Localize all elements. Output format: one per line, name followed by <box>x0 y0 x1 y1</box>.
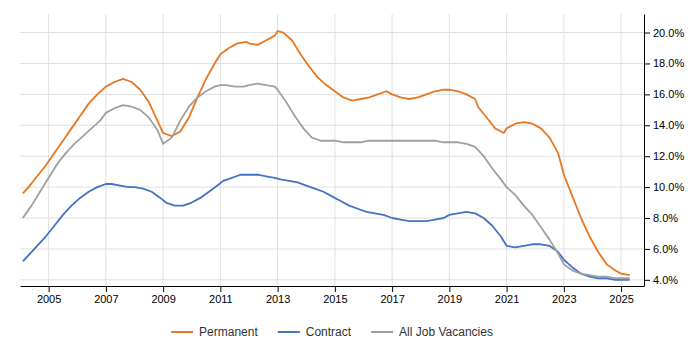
y-tick-mark <box>644 94 650 95</box>
chart-container: 2005 2007 2009 2011 2013 2015 2017 2019 2021 2023… <box>0 0 700 350</box>
y-tick-mark <box>644 33 650 34</box>
x-axis-line <box>21 286 645 287</box>
grid-line-y <box>20 63 644 64</box>
y-tick-label: 16.0% <box>653 88 684 100</box>
legend-swatch <box>371 331 393 333</box>
x-tick-label: 2019 <box>438 293 462 305</box>
x-tick: 2023 <box>552 286 576 305</box>
x-tick-label: 2023 <box>552 293 576 305</box>
legend-swatch <box>278 331 300 333</box>
x-tick-label: 2015 <box>323 293 347 305</box>
x-tick-label: 2025 <box>609 293 633 305</box>
legend-label: All Job Vacancies <box>399 325 493 339</box>
legend-label: Permanent <box>199 325 258 339</box>
grid-line-y <box>20 125 644 126</box>
x-tick: 2019 <box>438 286 462 305</box>
y-tick-label: 4.0% <box>653 274 678 286</box>
y-tick-label: 14.0% <box>653 119 684 131</box>
legend-item: Permanent <box>171 325 258 339</box>
x-tick: 2009 <box>151 286 175 305</box>
y-tick-label: 20.0% <box>653 27 684 39</box>
x-tick-label: 2007 <box>94 293 118 305</box>
y-axis-line <box>644 15 645 287</box>
x-tick-label: 2017 <box>380 293 404 305</box>
grid-line-x <box>334 14 335 286</box>
y-tick: 16.0% <box>644 88 684 100</box>
grid-line-y <box>20 94 644 95</box>
y-tick: 18.0% <box>644 57 684 69</box>
y-tick-label: 10.0% <box>653 181 684 193</box>
x-tick: 2013 <box>266 286 290 305</box>
y-tick: 4.0% <box>644 274 678 286</box>
x-tick-mark <box>220 286 221 292</box>
y-tick: 20.0% <box>644 27 684 39</box>
series-line <box>23 31 630 275</box>
grid-line-x <box>621 14 622 286</box>
x-tick: 2025 <box>609 286 633 305</box>
legend-swatch <box>171 331 193 333</box>
y-tick-mark <box>644 280 650 281</box>
grid-line-y <box>20 187 644 188</box>
x-tick-mark <box>507 286 508 292</box>
x-tick-label: 2009 <box>151 293 175 305</box>
x-tick-mark <box>335 286 336 292</box>
x-tick-label: 2013 <box>266 293 290 305</box>
grid-line-y <box>20 248 644 249</box>
y-tick-mark <box>644 63 650 64</box>
x-tick: 2015 <box>323 286 347 305</box>
grid-line-y <box>20 32 644 33</box>
y-tick-mark <box>644 125 650 126</box>
x-tick-mark <box>278 286 279 292</box>
y-tick-label: 8.0% <box>653 212 678 224</box>
grid-line-y <box>20 156 644 157</box>
grid-line-x <box>392 14 393 286</box>
x-tick-mark <box>564 286 565 292</box>
x-tick: 2007 <box>94 286 118 305</box>
y-tick-label: 6.0% <box>653 243 678 255</box>
grid-line-y <box>20 218 644 219</box>
x-tick: 2017 <box>380 286 404 305</box>
x-axis: 2005 2007 2009 2011 2013 2015 2017 2019 2021 2023… <box>21 286 645 305</box>
x-tick: 2021 <box>495 286 519 305</box>
x-tick-mark <box>392 286 393 292</box>
grid-line-x <box>563 14 564 286</box>
x-tick-label: 2021 <box>495 293 519 305</box>
x-tick-mark <box>449 286 450 292</box>
series-line <box>23 84 630 279</box>
legend-label: Contract <box>306 325 352 339</box>
y-tick-mark <box>644 218 650 219</box>
y-tick-label: 12.0% <box>653 150 684 162</box>
y-tick-label: 18.0% <box>653 57 684 69</box>
grid-line-x <box>277 14 278 286</box>
x-tick: 2011 <box>209 286 233 305</box>
legend: Permanent Contract All Job Vacancies <box>171 325 493 339</box>
y-tick: 10.0% <box>644 181 684 193</box>
grid-line-x <box>163 14 164 286</box>
x-tick-mark <box>621 286 622 292</box>
grid-line-x <box>449 14 450 286</box>
grid-line-x <box>48 14 49 286</box>
grid-line-y <box>20 279 644 280</box>
x-tick-mark <box>49 286 50 292</box>
legend-item: All Job Vacancies <box>371 325 493 339</box>
chart-svg: 2005 2007 2009 2011 2013 2015 2017 2019 2021 2023… <box>0 0 700 350</box>
x-tick-mark <box>163 286 164 292</box>
x-tick-label: 2011 <box>209 293 233 305</box>
y-tick: 12.0% <box>644 150 684 162</box>
x-tick-label: 2005 <box>37 293 61 305</box>
x-tick: 2005 <box>37 286 61 305</box>
plot-area <box>23 31 630 280</box>
y-tick: 6.0% <box>644 243 678 255</box>
legend-item: Contract <box>278 325 352 339</box>
y-tick-mark <box>644 249 650 250</box>
y-tick: 14.0% <box>644 119 684 131</box>
y-tick: 8.0% <box>644 212 678 224</box>
y-tick-mark <box>644 187 650 188</box>
grid-line-x <box>105 14 106 286</box>
y-axis: 4.0% 6.0% 8.0% 10.0% 12.0% 14.0% 16.0% 18.0% 20.… <box>644 15 684 287</box>
grid <box>20 14 644 286</box>
x-tick-mark <box>106 286 107 292</box>
series-line <box>23 175 630 280</box>
y-tick-mark <box>644 156 650 157</box>
